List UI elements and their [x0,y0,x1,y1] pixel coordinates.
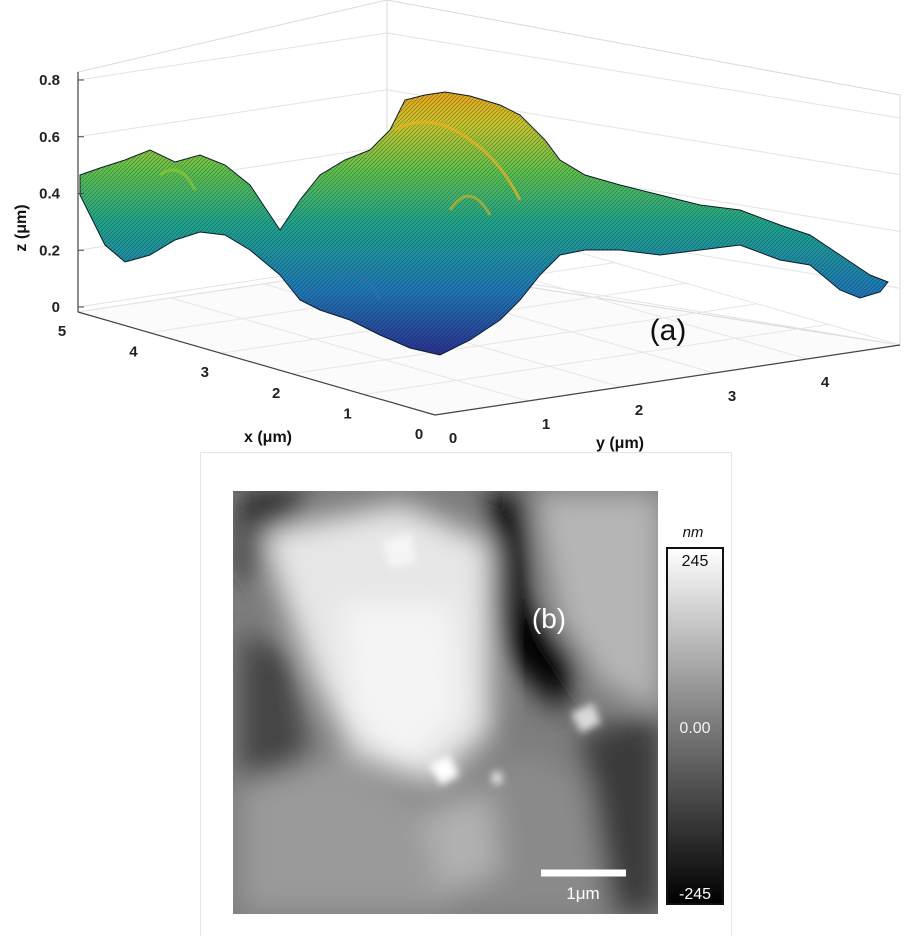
colorbar-max-label: 245 [682,553,709,570]
z-tick-label: 0.2 [39,242,60,259]
y-tick-label: 3 [728,388,736,405]
z-tick-label: 0 [52,299,60,316]
z-tick-label: 0.4 [39,186,61,203]
height-map-image: 1μm (b) [233,491,658,914]
y-tick-label: 1 [542,416,550,433]
panel-label-a: (a) [650,314,687,347]
y-tick-label: 2 [635,402,643,419]
y-axis-label: y (μm) [596,435,644,452]
scale-bar-label: 1μm [566,884,599,903]
colorbar: nm 245 0.00 -245 [666,524,724,905]
z-grid-line [386,32,901,119]
y-tick-label: 4 [821,374,830,391]
x-tick-label: 5 [58,323,66,340]
colorbar-gradient [666,547,724,905]
z-ticks: 0 0.2 0.4 0.6 0.8 [39,72,84,316]
z-grid-line [77,32,388,81]
x-tick-label: 1 [343,405,351,422]
y-grid-line [170,297,529,402]
x-ticks: 0 1 2 3 4 5 [58,323,423,443]
x-axis-label: x (μm) [244,429,292,446]
x-grid-line [363,323,829,395]
x-tick-label: 0 [415,426,423,443]
z-grid-line [77,89,388,138]
surface-plot-panel: 0 0.2 0.4 0.6 0.8 0 1 2 3 4 5 0 1 2 3 4 5 z (μm) x (μm… [0,0,912,452]
x-tick-label: 2 [272,385,280,402]
colorbar-mid-label: 0.00 [679,720,710,737]
y-tick-label: 0 [449,430,457,447]
x-tick-label: 4 [129,344,138,361]
z-tick-label: 0.8 [39,72,60,89]
z-tick-label: 0.6 [39,129,60,146]
colorbar-unit: nm [683,524,704,541]
surface-mesh [79,91,889,356]
height-map-panel: 1μm (b) nm 245 0.00 -245 [200,452,732,936]
axes [77,72,901,416]
colorbar-min-label: -245 [679,886,711,903]
height-map: 1μm (b) nm 245 0.00 -245 [233,491,724,914]
panel-label-b: (b) [532,603,566,634]
y-grid-line [542,241,901,346]
surface-plot: 0 0.2 0.4 0.6 0.8 0 1 2 3 4 5 0 1 2 3 4 5 z (μm) x (μm… [13,0,901,452]
z-axis-label: z (μm) [13,204,30,251]
x-tick-label: 3 [201,364,209,381]
x-grid-line [292,303,758,375]
